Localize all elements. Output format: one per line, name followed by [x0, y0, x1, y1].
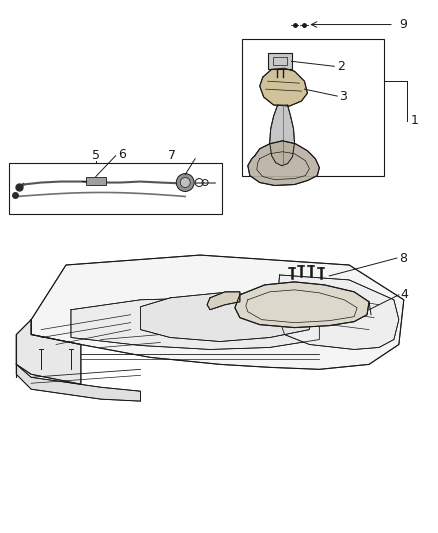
- Bar: [242, 39, 384, 175]
- Polygon shape: [248, 141, 319, 185]
- Text: 1: 1: [411, 115, 419, 127]
- Text: 2: 2: [337, 60, 345, 73]
- Polygon shape: [260, 68, 307, 106]
- Bar: [86, 176, 106, 184]
- Polygon shape: [31, 255, 404, 369]
- Text: 5: 5: [92, 149, 100, 162]
- Polygon shape: [71, 298, 319, 350]
- Polygon shape: [235, 282, 369, 328]
- Text: 3: 3: [339, 90, 347, 102]
- Text: 6: 6: [118, 148, 126, 161]
- Polygon shape: [207, 292, 240, 310]
- Polygon shape: [16, 365, 141, 401]
- Bar: [268, 53, 292, 69]
- Bar: [9, 163, 222, 214]
- Text: 8: 8: [399, 252, 407, 264]
- Text: 4: 4: [401, 288, 409, 301]
- Circle shape: [176, 174, 194, 191]
- Polygon shape: [278, 275, 399, 350]
- Polygon shape: [270, 105, 294, 166]
- Text: 9: 9: [399, 18, 407, 31]
- Text: 7: 7: [168, 149, 177, 162]
- Bar: [273, 58, 286, 65]
- Circle shape: [180, 177, 190, 188]
- Polygon shape: [16, 320, 81, 384]
- Polygon shape: [141, 293, 309, 342]
